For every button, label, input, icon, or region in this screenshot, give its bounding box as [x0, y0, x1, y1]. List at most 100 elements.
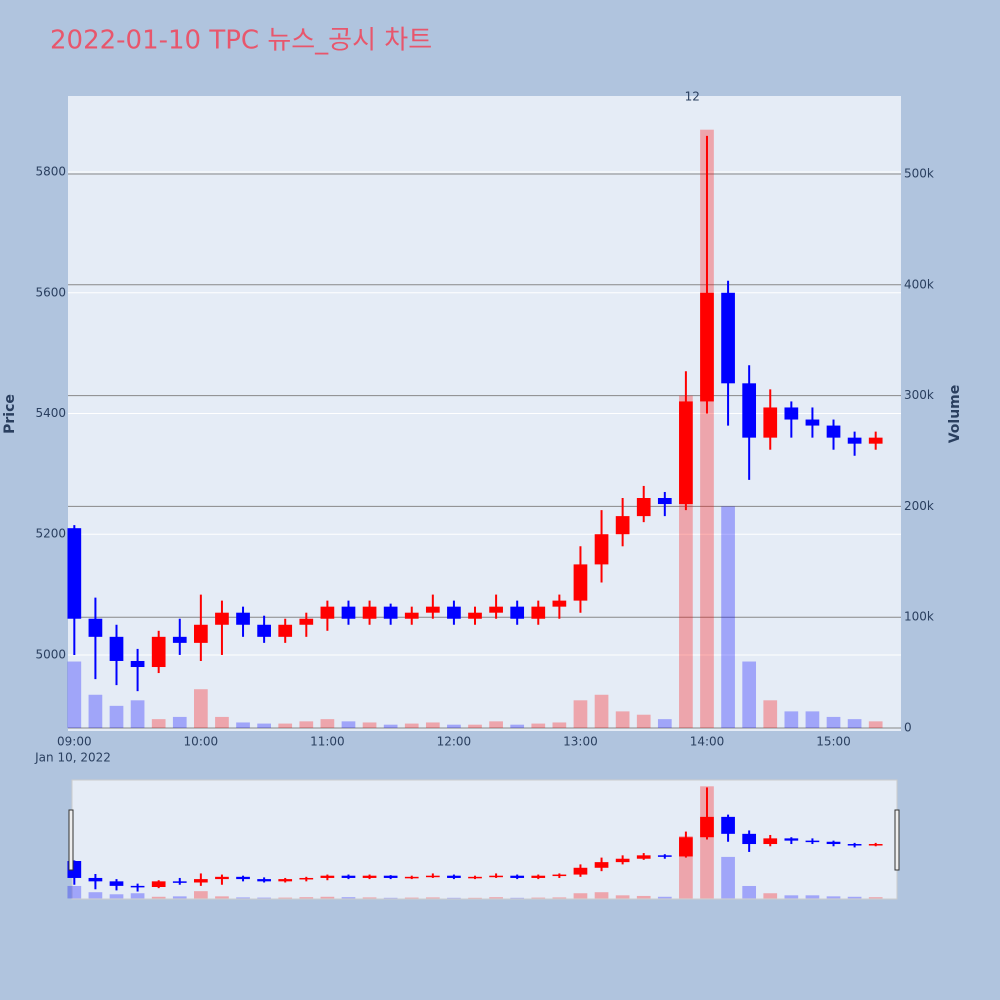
- volume-bar: [215, 716, 229, 729]
- candle-body: [172, 881, 187, 883]
- candle-body: [742, 383, 757, 438]
- range-slider[interactable]: [71, 779, 898, 900]
- volume-bar: [362, 722, 377, 729]
- candle-body: [341, 875, 356, 878]
- volume-bar: [847, 896, 862, 899]
- candle-body: [88, 618, 103, 637]
- candle-body: [299, 618, 314, 625]
- volume-bar: [383, 897, 398, 899]
- volume-bar: [615, 711, 630, 729]
- candle-body: [805, 840, 820, 843]
- candle-body: [278, 879, 293, 882]
- volume-bar: [67, 885, 82, 899]
- volume-bar: [489, 721, 503, 729]
- volume-bar: [721, 856, 735, 899]
- candle-body: [236, 612, 250, 625]
- candle-body: [362, 606, 377, 619]
- candle-body: [657, 855, 672, 857]
- candle-body: [236, 876, 250, 880]
- candle-body: [215, 876, 229, 880]
- candle-body: [552, 874, 567, 877]
- candle-body: [742, 833, 757, 845]
- candle-body: [721, 292, 735, 384]
- volume-bar: [826, 896, 841, 899]
- volume-bar: [468, 897, 482, 899]
- candle-body: [194, 879, 208, 883]
- candle-body: [763, 838, 778, 845]
- volume-bar: [151, 896, 166, 899]
- candle-body: [109, 881, 124, 886]
- candle-body: [109, 636, 124, 661]
- x-tick-label: 12:00: [437, 735, 472, 749]
- volume-bar: [194, 891, 208, 899]
- candle-body: [700, 292, 714, 402]
- candle-body: [425, 606, 440, 613]
- volume-bar: [552, 897, 567, 899]
- y-tick-label: 5000: [35, 647, 66, 661]
- volume-bar: [489, 897, 503, 899]
- volume-bar: [257, 723, 271, 729]
- y-tick-label: 5800: [35, 165, 66, 179]
- candle-body: [700, 816, 714, 838]
- x-tick-label: 11:00: [310, 735, 345, 749]
- candle-body: [510, 606, 525, 619]
- volume-bar: [468, 724, 482, 729]
- candle-body: [868, 437, 883, 444]
- candle-body: [468, 612, 482, 619]
- volume-bar: [88, 892, 103, 899]
- volume-bar: [657, 719, 672, 729]
- volume-bar: [194, 689, 208, 729]
- volume-bar: [404, 897, 419, 899]
- candle-body: [299, 877, 314, 880]
- volume-bar: [573, 893, 588, 899]
- y2-tick-label: 0: [904, 721, 912, 735]
- y-tick-label: 5200: [35, 527, 66, 541]
- volume-bar: [257, 897, 271, 899]
- volume-bar: [151, 719, 166, 729]
- y-tick-label: 5400: [35, 406, 66, 420]
- volume-bar: [404, 723, 419, 729]
- candle-body: [573, 564, 588, 601]
- candle-body: [721, 816, 735, 834]
- candle-body: [447, 875, 461, 878]
- volume-bar: [573, 700, 588, 729]
- range-handle[interactable]: [68, 809, 74, 871]
- annotation: 12: [685, 90, 700, 104]
- candle-body: [151, 636, 166, 668]
- volume-bar: [868, 721, 883, 729]
- candle-body: [172, 636, 187, 643]
- candle-body: [615, 858, 630, 863]
- x-tick-label: 13:00: [563, 735, 598, 749]
- x-tick-label: 09:00: [57, 735, 92, 749]
- volume-bar: [742, 661, 757, 729]
- y2-tick-label: 200k: [904, 499, 934, 513]
- volume-bar: [510, 724, 525, 729]
- x-tick-label: 10:00: [184, 735, 219, 749]
- volume-bar: [805, 895, 820, 899]
- candle-body: [594, 862, 609, 868]
- volume-bar: [109, 705, 124, 729]
- volume-bar: [109, 894, 124, 899]
- candle-body: [257, 879, 271, 882]
- candle-body: [552, 600, 567, 607]
- volume-bar: [531, 723, 546, 729]
- volume-bar: [805, 711, 820, 729]
- candle-body: [151, 881, 166, 888]
- volume-bar: [763, 700, 778, 729]
- volume-bar: [172, 896, 187, 899]
- chart-title: 2022-01-10 TPC 뉴스_공시 차트: [50, 26, 432, 56]
- volume-bar: [700, 129, 714, 729]
- candle-body: [679, 837, 693, 857]
- y2-tick-label: 300k: [904, 388, 934, 402]
- volume-bar: [784, 895, 799, 899]
- volume-bar: [130, 893, 145, 899]
- x-tick-label: 15:00: [816, 735, 851, 749]
- y2-tick-label: 100k: [904, 610, 934, 624]
- volume-bar: [278, 723, 293, 729]
- range-handle[interactable]: [894, 809, 900, 871]
- volume-bar: [320, 896, 335, 899]
- volume-bar: [742, 885, 757, 899]
- x-date-label: Jan 10, 2022: [34, 751, 111, 765]
- volume-bar: [88, 694, 103, 729]
